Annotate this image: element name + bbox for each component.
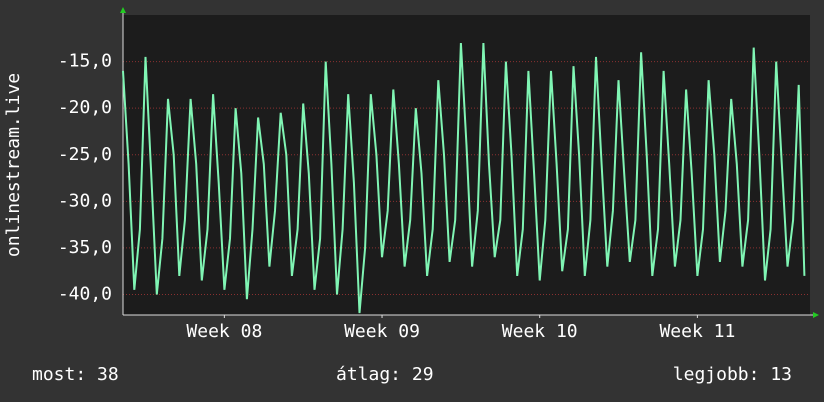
y-tick-label: -30,0 [58, 190, 112, 211]
y-tick-label: -35,0 [58, 237, 112, 258]
y-axis-label: onlinestream.live [3, 73, 24, 257]
x-tick-label: Week 11 [659, 321, 735, 342]
footer-best: legjobb: 13 [673, 364, 792, 385]
x-tick-label: Week 10 [502, 321, 578, 342]
data-line [122, 42, 806, 314]
y-tick-label: -25,0 [58, 144, 112, 165]
x-tick-label: Week 09 [344, 321, 420, 342]
footer-average: átlag: 29 [336, 364, 434, 385]
y-tick-label: -20,0 [58, 97, 112, 118]
y-tick-label: -40,0 [58, 284, 112, 305]
x-tick-label: Week 08 [186, 321, 262, 342]
x-arrow [813, 312, 819, 318]
y-tick-label: -15,0 [58, 51, 112, 72]
y-arrow [120, 7, 126, 13]
footer-current: most: 38 [32, 364, 119, 385]
